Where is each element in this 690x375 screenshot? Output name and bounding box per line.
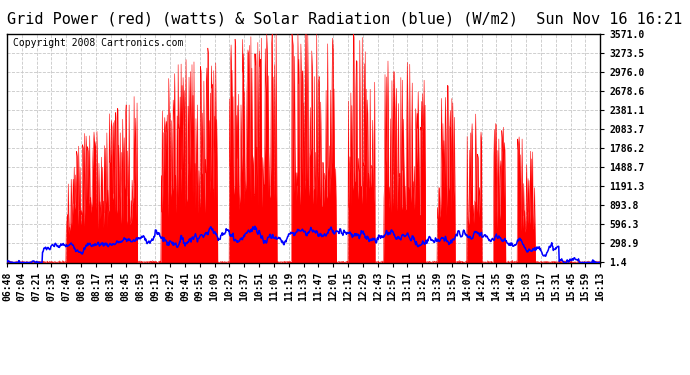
Text: Grid Power (red) (watts) & Solar Radiation (blue) (W/m2)  Sun Nov 16 16:21: Grid Power (red) (watts) & Solar Radiati… bbox=[8, 11, 682, 26]
Text: Copyright 2008 Cartronics.com: Copyright 2008 Cartronics.com bbox=[13, 38, 184, 48]
